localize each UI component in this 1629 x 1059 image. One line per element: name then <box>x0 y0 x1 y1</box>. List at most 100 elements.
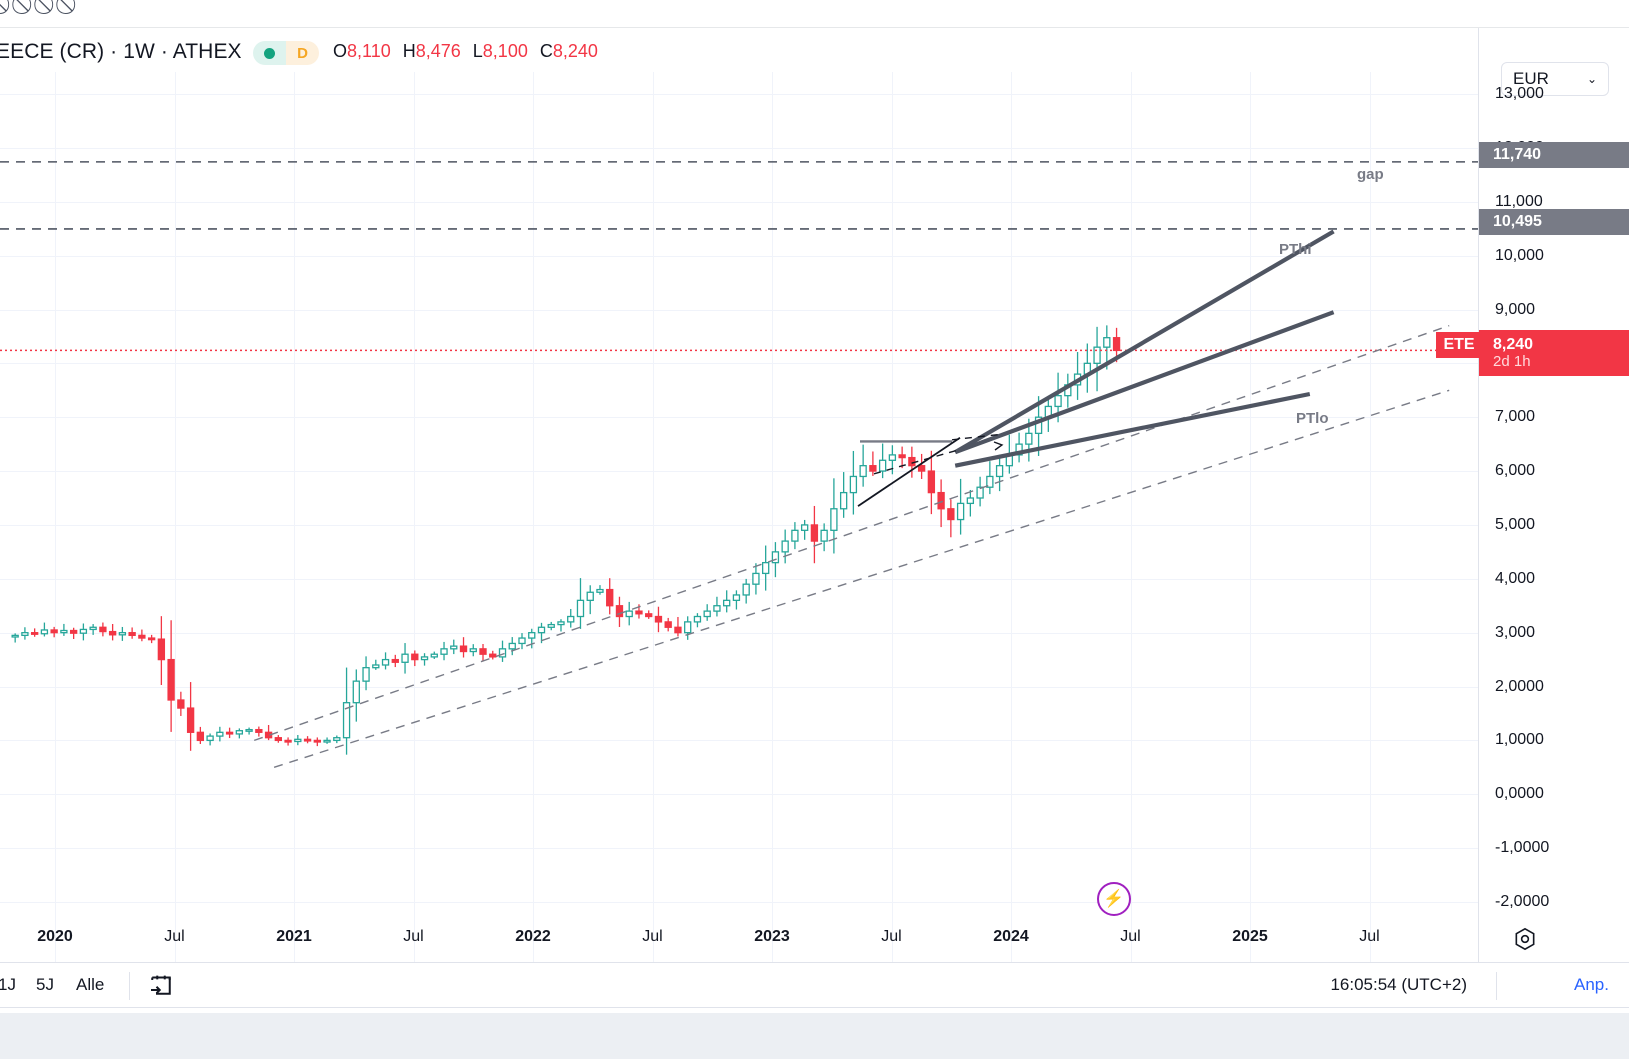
candle-body <box>791 529 799 542</box>
candle-body <box>732 594 741 602</box>
range-5j[interactable]: 5J <box>36 975 54 994</box>
adjust-button[interactable]: Anp. <box>1574 975 1609 994</box>
candle-body <box>810 524 819 542</box>
candle-body <box>60 629 68 634</box>
candle-body <box>937 491 945 510</box>
chevron-down-icon: ⌄ <box>1586 72 1597 86</box>
candle-body <box>956 502 965 521</box>
symbol-title[interactable]: EECE (CR) · 1W · ATHEX <box>0 40 242 63</box>
candle-body <box>69 629 78 634</box>
candle-body <box>450 645 458 650</box>
candle-body <box>108 630 117 636</box>
price-axis[interactable]: EUR ⌄ 13,00012,00011,00010,0009,0007,000… <box>1478 28 1629 962</box>
candle-body <box>742 583 750 596</box>
chart-canvas[interactable] <box>0 72 1478 962</box>
candle-body <box>615 605 624 618</box>
candle-body <box>1093 346 1101 364</box>
candle-body <box>976 486 984 499</box>
candle-body <box>274 737 282 742</box>
candle-body <box>878 459 887 472</box>
candle-body <box>596 588 604 593</box>
candle-body <box>859 465 867 478</box>
ohlc-h-value: 8,476 <box>415 41 461 61</box>
candle-body <box>333 737 341 742</box>
pt-high-line[interactable] <box>954 229 1335 455</box>
time-label-year: 2020 <box>37 928 73 945</box>
grid-line-h <box>0 740 1478 742</box>
pt-mid-line[interactable] <box>954 310 1335 455</box>
channel-upper-line <box>253 324 1450 742</box>
candle-body <box>381 658 390 666</box>
candle-body <box>820 529 828 542</box>
price-tick-label: 9,000 <box>1495 300 1536 318</box>
candle-body <box>459 645 468 653</box>
grid-line-h <box>0 902 1478 903</box>
candle-body <box>40 629 49 635</box>
candle-body <box>225 731 234 735</box>
grid-line-h <box>0 632 1478 634</box>
currency-label: EUR <box>1513 69 1549 88</box>
window-footer <box>0 1013 1629 1059</box>
candle-body <box>362 667 370 682</box>
grid-line-v <box>533 72 534 962</box>
price-tick-label: 0,0000 <box>1495 785 1544 803</box>
ohlc-c-key: C <box>539 41 553 61</box>
toolbar-divider <box>0 27 1629 28</box>
interval-badge[interactable]: D <box>253 41 319 65</box>
grid-line-v <box>891 72 893 962</box>
candle-body <box>537 626 546 634</box>
gap-high-tag: 11,740 <box>1479 142 1629 168</box>
candle-body <box>1034 416 1043 435</box>
status-dot-wrap <box>253 41 286 65</box>
price-tick-label: 2,0000 <box>1495 677 1544 695</box>
candle-body <box>849 475 858 494</box>
grid-line-h <box>0 255 1478 257</box>
candle-body <box>771 551 780 564</box>
gap-low-tag: 10,495 <box>1479 209 1629 235</box>
grid-line-v <box>772 72 773 962</box>
currency-selector[interactable]: EUR ⌄ <box>1501 62 1609 96</box>
ohlc-legend: O8,110 H8,476 L8,100 C8,240 <box>333 41 610 62</box>
candle-body <box>79 628 88 634</box>
candle-body <box>498 648 507 658</box>
range-divider <box>129 972 130 1000</box>
time-axis-divider <box>0 962 1629 963</box>
grid-line-v <box>413 72 415 962</box>
price-tick-label: 13,000 <box>1495 85 1544 102</box>
candle-body <box>781 540 789 553</box>
pt-low-label: PTlo <box>1296 410 1329 427</box>
green-dot-icon <box>264 47 275 59</box>
candle-body <box>206 735 214 742</box>
candle-body <box>723 599 731 607</box>
pt-low-line[interactable] <box>954 391 1311 468</box>
price-tick-label: -1,0000 <box>1495 839 1550 857</box>
ohlc-o-value: 8,110 <box>347 41 391 61</box>
last-price-tag: 8,240 2d 1h <box>1479 330 1629 376</box>
ohlc-o-key: O <box>333 41 348 61</box>
range-alle[interactable]: Alle <box>76 975 105 994</box>
candle-body <box>518 637 526 645</box>
gap-high-value: 11,740 <box>1493 146 1542 163</box>
candle-body <box>99 626 107 633</box>
range-1j[interactable]: 1J <box>0 975 16 994</box>
candle-body <box>177 699 185 709</box>
candle-body <box>557 621 565 626</box>
candle-body <box>528 632 536 639</box>
grid-line-v <box>1250 72 1251 962</box>
clock-label: 16:05:54 (UTC+2) <box>1330 975 1467 994</box>
time-label-month: Jul <box>642 928 663 945</box>
grid-line-h <box>0 309 1478 311</box>
candle-body <box>830 508 838 531</box>
candle-body <box>966 497 975 505</box>
grid-line-v <box>294 72 295 962</box>
interval-letter: D <box>286 41 319 65</box>
candle-body <box>89 626 97 631</box>
grid-line-h <box>0 94 1478 95</box>
time-label-year: 2025 <box>1232 928 1268 945</box>
go-to-date-icon[interactable] <box>146 970 176 1000</box>
candle-body <box>635 610 643 615</box>
lightning-bolt-icon[interactable]: ⚡ <box>1097 882 1131 916</box>
candle-body <box>684 621 692 634</box>
gear-icon[interactable] <box>1512 926 1538 952</box>
price-tick-label: -2,0000 <box>1495 893 1550 910</box>
